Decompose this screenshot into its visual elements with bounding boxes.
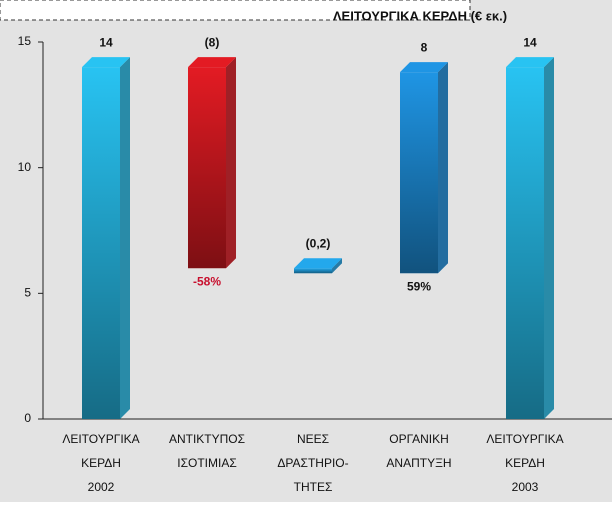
x-tick-label: ΛΕΙΤΟΥΡΓΙΚΑ [62,432,139,446]
value-label: (8) [205,35,220,49]
x-tick-label: ΑΝΤΙΚΤΥΠΟΣ [169,432,245,446]
bar-side [332,258,342,274]
bar-side-shade [438,62,448,274]
header-box [0,0,471,21]
bar-side-shade [120,57,130,420]
x-tick-label: ΤΗΤΕΣ [294,480,333,494]
x-tick-label: ΔΡΑΣΤΗΡΙΟ- [277,456,348,470]
bar-shade [188,67,226,269]
value-label: (0,2) [306,236,331,250]
bar-side-shade [332,258,342,274]
bar-side-shade [544,57,554,420]
x-tick-label: ΟΡΓΑΝΙΚΗ [389,432,449,446]
value-label: 8 [421,40,428,54]
bar-top [188,57,236,68]
x-tick-label: ΚΕΡΔΗ [505,456,545,470]
bar-top [506,57,554,68]
note-label: 59% [407,279,431,293]
bar-shade [82,67,120,419]
bar-side-shade [226,57,236,269]
x-tick-label: ΛΕΙΤΟΥΡΓΙΚΑ [486,432,563,446]
y-tick-label: 5 [24,286,31,300]
bar-shade [294,268,332,274]
bar-shade [506,67,544,419]
y-tick-label: 10 [18,160,32,174]
x-tick-label: ΑΝΑΠΤΥΞΗ [386,456,451,470]
bar-top [400,62,448,73]
value-label: 14 [99,35,113,49]
bar-side [226,57,236,269]
x-tick-label: 2002 [88,480,115,494]
y-tick-label: 0 [24,411,31,425]
bar-side [544,57,554,420]
bar-top [294,258,342,269]
bar-top [82,57,130,68]
x-tick-label: 2003 [512,480,539,494]
note-label: -58% [193,274,221,288]
bar-side [120,57,130,420]
x-tick-label: ΙΣΟΤΙΜΙΑΣ [177,456,237,470]
chart-title: ΛΕΙΤΟΥΡΓΙΚΑ ΚΕΡΔΗ (€ εκ.) [333,8,507,23]
x-tick-label: ΚΕΡΔΗ [81,456,121,470]
bar-shade [400,72,438,274]
x-tick-label: ΝΕΕΣ [297,432,329,446]
value-label: 14 [523,35,537,49]
bar-side [438,62,448,274]
y-tick-label: 15 [18,34,32,48]
